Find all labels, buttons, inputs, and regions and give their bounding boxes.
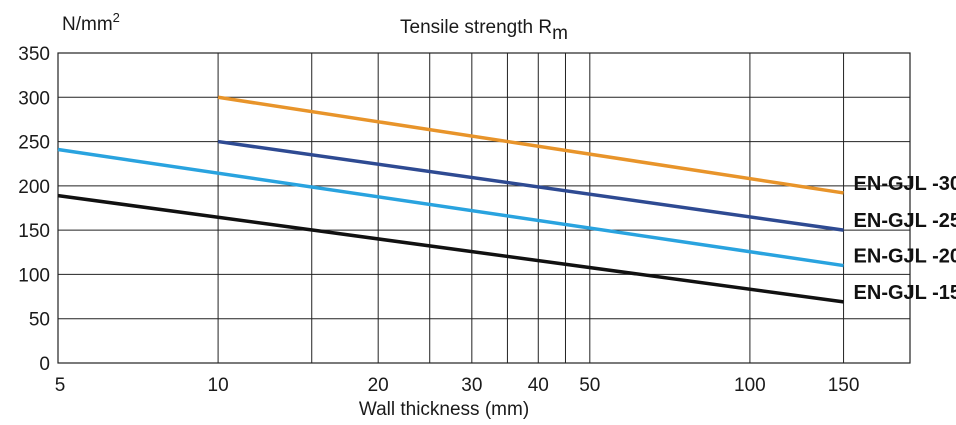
chart-title: Tensile strength Rm	[400, 17, 568, 44]
y-tick-label: 350	[18, 44, 50, 65]
x-tick-label: 5	[55, 375, 66, 396]
y-tick-label: 300	[18, 88, 50, 109]
x-tick-label: 100	[734, 375, 766, 396]
y-tick-label: 150	[18, 221, 50, 242]
series-layer: EN-GJL -300 EN-GJL -250 EN-GJL -200 EN-GJL …	[57, 95, 956, 304]
plot-frame	[57, 52, 911, 364]
y-tick-label: 250	[18, 133, 50, 154]
x-tick-label: 40	[528, 375, 549, 396]
y-axis-label: N/mm2	[62, 10, 120, 35]
x-tick-label: 150	[828, 375, 860, 396]
series-line	[217, 139, 844, 232]
grid-layer	[58, 53, 911, 363]
x-axis-label: Wall thickness (mm)	[359, 399, 529, 420]
series-line	[57, 147, 844, 268]
y-tick-label: 100	[18, 265, 50, 286]
x-tick-label: 10	[208, 375, 229, 396]
series-line	[57, 193, 844, 304]
x-tick-label: 50	[579, 375, 600, 396]
series-label: EN-GJL -200	[854, 246, 956, 268]
ticks-layer: 0 50 100 150 200 250 300 350 5 10 20 30 40 50 100 150	[18, 44, 859, 396]
y-tick-label: 0	[39, 354, 50, 375]
series-line	[217, 95, 844, 195]
series-label: EN-GJL -150	[854, 282, 956, 304]
x-tick-label: 30	[461, 375, 482, 396]
y-tick-label: 200	[18, 177, 50, 198]
series-label: EN-GJL -300	[854, 173, 956, 195]
y-tick-label: 50	[29, 310, 50, 331]
series-label: EN-GJL -250	[854, 210, 956, 232]
x-tick-label: 20	[368, 375, 389, 396]
